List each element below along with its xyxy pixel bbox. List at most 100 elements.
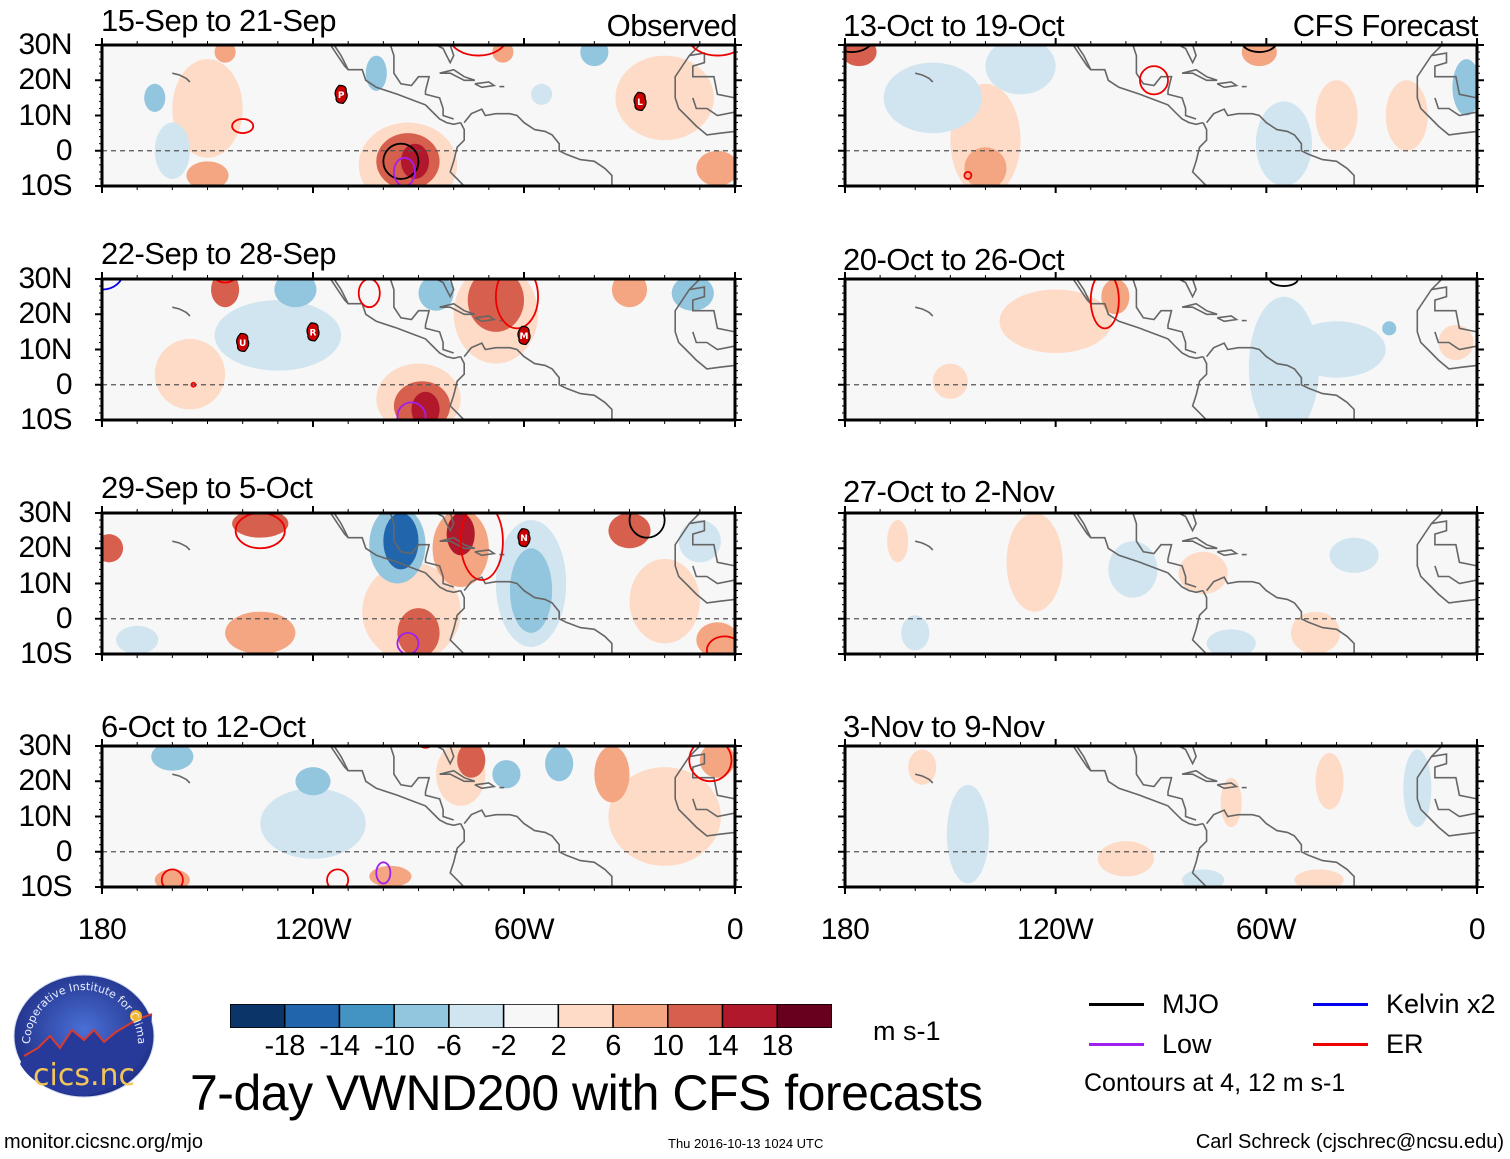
positive-anomaly xyxy=(999,289,1112,354)
panel-title-p3: 29-Sep to 5-Oct xyxy=(101,470,313,505)
coastline xyxy=(1216,315,1239,323)
coastline xyxy=(1434,97,1477,117)
contour-er xyxy=(459,513,504,581)
storm-icon xyxy=(334,84,348,104)
storm-marker-u: U xyxy=(236,332,250,353)
contour-er xyxy=(231,118,255,135)
coastline xyxy=(172,72,191,83)
coastline xyxy=(692,331,735,351)
lat-tick-label: 10N xyxy=(18,98,72,132)
map-content xyxy=(102,746,735,887)
contour-er xyxy=(705,635,735,654)
positive-anomaly xyxy=(214,45,236,63)
positive-anomaly xyxy=(492,45,514,63)
positive-anomaly xyxy=(932,363,968,399)
map-content xyxy=(845,279,1477,420)
coastline xyxy=(449,590,466,654)
positive-anomaly xyxy=(887,520,909,563)
positive-anomaly xyxy=(211,279,240,308)
negative-anomaly xyxy=(144,83,166,112)
lat-tick-label: 10S xyxy=(20,169,72,202)
coastline xyxy=(463,809,613,887)
coastline xyxy=(1431,753,1477,800)
colorbar-swatch xyxy=(502,1004,560,1028)
coastline xyxy=(1132,746,1197,821)
map-content: PL xyxy=(102,45,735,186)
positive-anomaly xyxy=(457,746,486,778)
contour-er xyxy=(688,746,733,783)
coastline xyxy=(1072,513,1092,539)
coastline xyxy=(332,513,461,594)
negative-anomaly xyxy=(545,746,574,782)
contour-er xyxy=(234,513,286,550)
colorbar-tick-label: -2 xyxy=(491,1030,517,1062)
contour-low xyxy=(396,631,420,654)
coastline xyxy=(172,773,191,784)
positive-anomaly xyxy=(1294,869,1344,887)
coastline xyxy=(332,45,461,126)
negative-anomaly xyxy=(1452,59,1477,116)
negative-anomaly xyxy=(1248,296,1319,420)
contour-er xyxy=(963,171,973,180)
lat-tick-label: 30N xyxy=(18,496,72,529)
coastline xyxy=(674,746,735,837)
negative-anomaly xyxy=(1287,321,1386,378)
positive-anomaly xyxy=(696,622,735,654)
negative-anomaly xyxy=(1329,537,1379,573)
lat-tick-label: 0 xyxy=(55,834,73,868)
contour-mjo xyxy=(628,513,666,539)
coastline xyxy=(463,576,613,654)
coastline xyxy=(1416,513,1477,604)
colorbar-swatch xyxy=(557,1004,614,1028)
coastline xyxy=(474,782,497,790)
storm-name: U xyxy=(239,339,246,349)
coastline xyxy=(1416,279,1477,370)
colorbar-tick-label: 18 xyxy=(761,1030,794,1062)
coastline xyxy=(435,746,455,766)
units-label: m s-1 xyxy=(873,1016,941,1046)
coastline xyxy=(474,315,497,323)
positive-anomaly xyxy=(964,147,1007,186)
storm-marker-l: L xyxy=(633,91,647,112)
positive-anomaly xyxy=(186,161,229,186)
negative-anomaly xyxy=(883,62,982,134)
colorbar-tick-label: 6 xyxy=(605,1030,621,1062)
legend-line-low xyxy=(1089,1043,1144,1046)
negative-anomaly xyxy=(678,520,721,563)
coastline xyxy=(332,746,461,827)
storm-name: N xyxy=(520,534,528,544)
map-background xyxy=(845,513,1477,654)
map-content: N xyxy=(102,513,735,654)
contour-low xyxy=(396,401,427,420)
coastline xyxy=(439,68,476,82)
coastline xyxy=(915,773,934,784)
positive-anomaly xyxy=(232,513,289,538)
positive-anomaly xyxy=(1097,841,1154,877)
coastline xyxy=(435,513,455,533)
contour-low xyxy=(392,156,416,186)
lat-tick-label: 20N xyxy=(18,297,72,331)
coastline xyxy=(1178,279,1197,299)
coastline xyxy=(474,549,497,557)
coastline xyxy=(689,286,735,333)
storm-name: R xyxy=(310,328,317,338)
positive-anomaly xyxy=(1006,513,1063,612)
lat-tick-label: 30N xyxy=(18,28,72,61)
lon-tick-right-120w: 120W xyxy=(1016,913,1094,946)
positive-anomaly xyxy=(845,45,877,67)
footer-url[interactable]: monitor.cicsnc.org/mjo xyxy=(4,1131,203,1153)
coastline xyxy=(1431,520,1477,567)
contour-er xyxy=(160,868,184,887)
main-title: 7-day VWND200 with CFS forecasts xyxy=(190,1065,983,1121)
coastline xyxy=(1416,746,1477,837)
coastline xyxy=(915,540,934,551)
coastline xyxy=(1075,513,1204,594)
lat-tick-label: 20N xyxy=(18,764,72,798)
colorbar-swatch xyxy=(721,1004,779,1028)
map-panel-p1: PL xyxy=(95,38,742,193)
colorbar-swatch xyxy=(393,1004,450,1028)
legend-line-kelvin xyxy=(1313,1003,1368,1006)
coastline xyxy=(1191,590,1208,654)
coastline xyxy=(1434,798,1477,818)
coastline xyxy=(1181,536,1218,550)
